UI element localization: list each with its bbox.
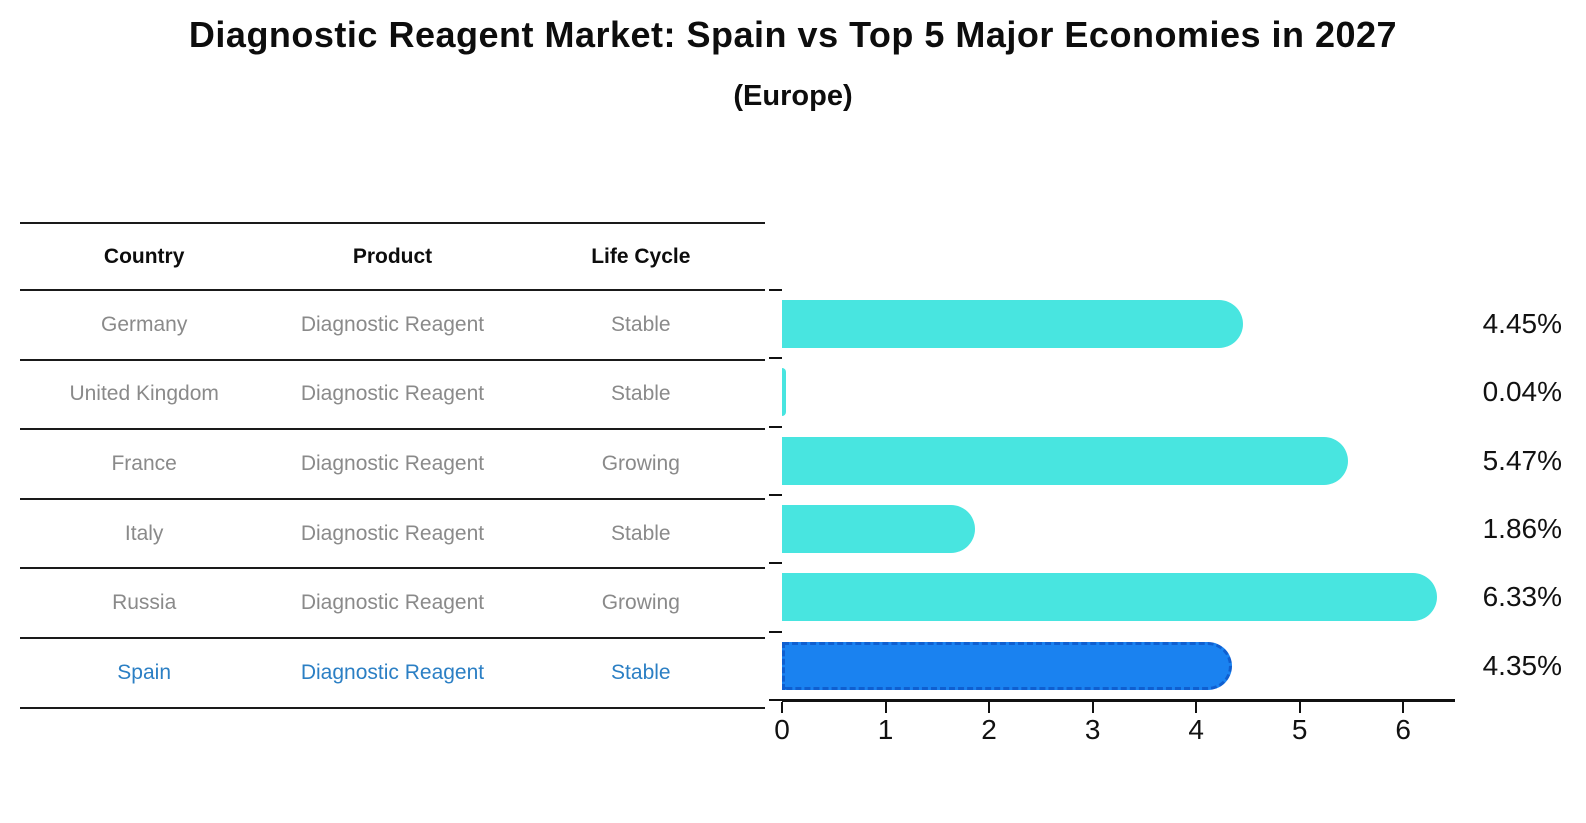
bar-row-russia [782, 563, 1455, 631]
cell-product: Diagnostic Reagent [300, 660, 485, 684]
bar-chart-plot-area: 0 1 2 3 4 5 6 [769, 289, 1455, 745]
value-label-france: 5.47% [1482, 444, 1562, 476]
value-label-germany: 4.45% [1482, 308, 1562, 340]
x-tick-label-4: 4 [1188, 714, 1204, 745]
cell-country: United Kingdom [69, 382, 219, 406]
value-label-united-kingdom: 0.04% [1482, 376, 1562, 408]
bar-row-france [782, 427, 1455, 495]
x-tick-label-3: 3 [1084, 714, 1101, 745]
bar-row-germany [782, 290, 1455, 358]
x-tick-3 [1091, 702, 1094, 713]
table-row-france: France Diagnostic Reagent Growing [20, 430, 765, 500]
cell-life-cycle: Stable [611, 312, 671, 336]
cell-country: Germany [100, 312, 188, 336]
x-tick-6 [1402, 702, 1405, 713]
cell-product: Diagnostic Reagent [300, 451, 485, 475]
cell-country: France [111, 451, 177, 475]
y-tick [769, 562, 782, 565]
bar-france [782, 436, 1349, 485]
chart-title: Diagnostic Reagent Market: Spain vs Top … [188, 14, 1398, 55]
table-row-spain: Spain Diagnostic Reagent Stable [20, 639, 765, 709]
column-header-product: Product [352, 244, 433, 268]
cell-country: Spain [117, 660, 172, 684]
value-label-italy: 1.86% [1482, 513, 1562, 545]
cell-life-cycle: Stable [611, 660, 671, 684]
x-tick-1 [884, 702, 887, 713]
table-body: Germany Diagnostic Reagent Stable United Ki… [20, 291, 765, 709]
y-tick [769, 425, 782, 428]
x-axis-line [782, 699, 1455, 702]
y-tick [769, 289, 782, 291]
cell-life-cycle: Growing [601, 451, 680, 475]
x-tick-label-2: 2 [981, 714, 997, 745]
y-tick [769, 494, 782, 496]
country-table: Country Product Life Cycle Germany Diagno… [20, 222, 765, 709]
y-tick [769, 630, 782, 633]
bar-row-spain [782, 632, 1455, 700]
x-tick-label-0: 0 [774, 714, 790, 745]
bar-russia [782, 573, 1438, 622]
x-tick-5 [1298, 702, 1301, 713]
table-header-row: Country Product Life Cycle [20, 222, 765, 291]
bar-row-united-kingdom [782, 358, 1455, 426]
cell-product: Diagnostic Reagent [300, 382, 485, 406]
cell-life-cycle: Growing [601, 591, 680, 615]
cell-product: Diagnostic Reagent [300, 591, 485, 615]
value-label-russia: 6.33% [1482, 581, 1562, 613]
x-tick-4 [1195, 702, 1198, 713]
cell-life-cycle: Stable [611, 521, 671, 545]
table-row-united-kingdom: United Kingdom Diagnostic Reagent Stable [20, 361, 765, 431]
cell-country: Italy [124, 521, 164, 545]
bar-spain [782, 641, 1233, 690]
cell-product: Diagnostic Reagent [300, 521, 485, 545]
x-tick-0 [781, 702, 783, 713]
cell-life-cycle: Stable [611, 382, 671, 406]
table-row-germany: Germany Diagnostic Reagent Stable [20, 291, 765, 361]
y-tick [769, 699, 782, 701]
bar-germany [782, 300, 1243, 348]
x-tick-label-6: 6 [1395, 714, 1411, 745]
column-header-country: Country [103, 244, 185, 268]
x-tick-label-5: 5 [1291, 714, 1308, 745]
table-row-italy: Italy Diagnostic Reagent Stable [20, 500, 765, 570]
y-tick [769, 357, 782, 360]
bar-italy [782, 505, 975, 553]
cell-country: Russia [112, 591, 177, 615]
x-tick-label-1: 1 [877, 714, 894, 745]
value-label-spain: 4.35% [1482, 649, 1562, 681]
chart-subtitle: (Europe) [733, 80, 853, 112]
column-header-life-cycle: Life Cycle [591, 244, 691, 268]
bar-row-italy [782, 495, 1455, 563]
x-tick-2 [988, 702, 991, 713]
bar-united-kingdom [782, 368, 787, 417]
cell-product: Diagnostic Reagent [300, 312, 485, 336]
table-row-russia: Russia Diagnostic Reagent Growing [20, 569, 765, 639]
